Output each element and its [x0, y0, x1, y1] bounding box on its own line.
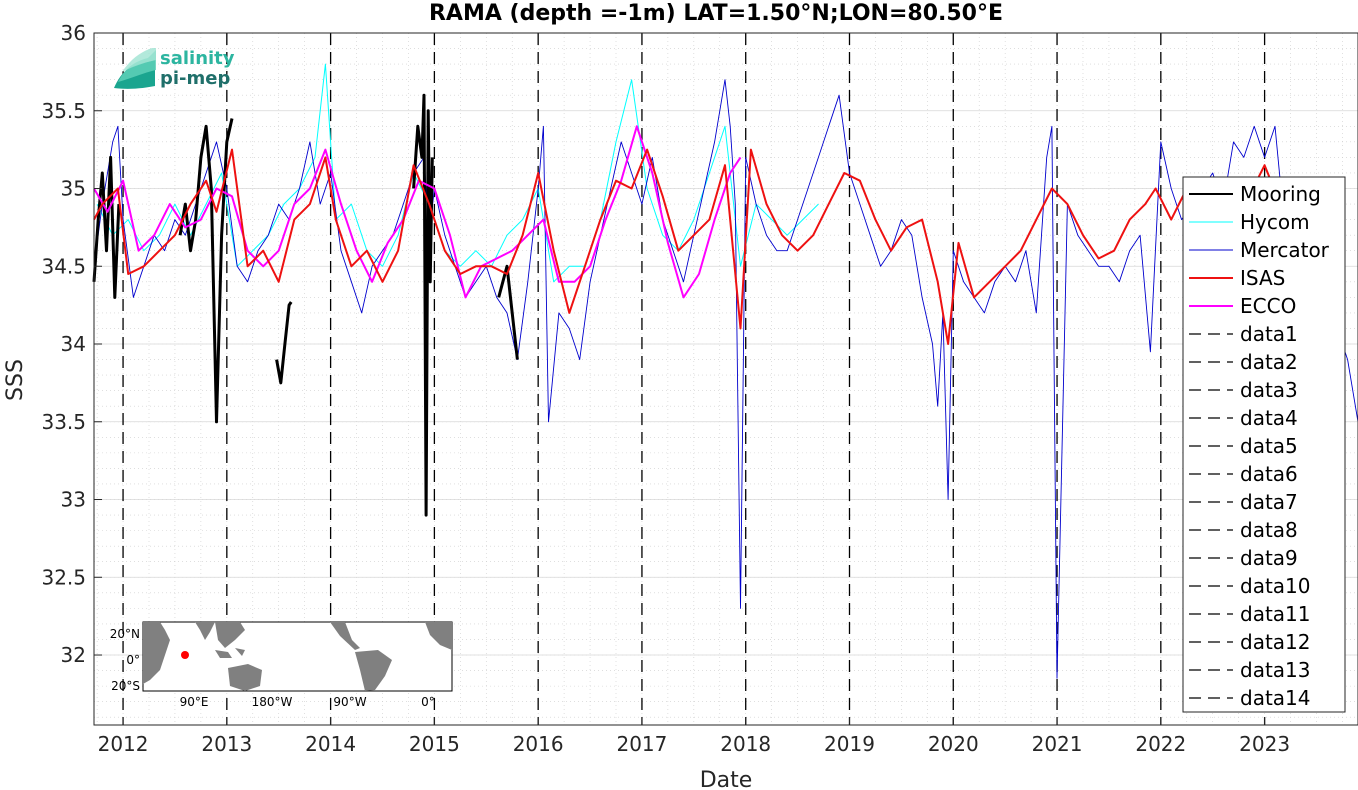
series-line-mooring	[275, 301, 293, 385]
x-axis-ticks: 2012 2013 2014 2015 2016 2017 2018 2019 2020 2021…	[98, 717, 1290, 756]
series-line-mercator	[93, 79, 1358, 679]
y-tick-label: 33.5	[41, 410, 86, 434]
y-tick-label: 34	[61, 332, 86, 356]
logo-text-salinity: salinity	[160, 48, 235, 69]
series-line-isas	[93, 148, 1282, 345]
legend: Mooring Hycom Mercator ISAS ECCO data1 data2 da…	[1182, 176, 1346, 713]
logo-text-pi-mep: pi-mep	[160, 68, 230, 89]
legend-label-data13: data13	[1240, 658, 1311, 682]
inset-location-marker	[181, 651, 189, 659]
inset-lon-label-90e: 90°E	[180, 695, 209, 709]
legend-label-data6: data6	[1240, 462, 1298, 486]
inset-lat-label-20s: 20°S	[111, 679, 140, 693]
plot-area	[92, 32, 1358, 726]
x-tick-label: 2022	[1135, 732, 1186, 756]
salinity-pi-mep-logo: salinity pi-mep	[114, 48, 235, 89]
x-tick-label: 2019	[824, 732, 875, 756]
inset-lon-label-90w: 90°W	[333, 695, 366, 709]
series-layer	[92, 63, 1358, 679]
grid-major	[94, 32, 1358, 656]
series-line-mooring	[412, 93, 434, 517]
inset-map-bg	[142, 621, 453, 692]
y-axis-ticks: 32 32.5 33 33.5 34 34.5 35 35.5 36	[41, 21, 102, 667]
series-line-mooring	[497, 264, 519, 360]
legend-label-data2: data2	[1240, 350, 1298, 374]
y-axis-label: SSS	[3, 359, 28, 401]
legend-label-data14: data14	[1240, 686, 1311, 710]
plot-frame	[93, 32, 1358, 726]
x-tick-label: 2023	[1239, 732, 1290, 756]
x-tick-label: 2015	[409, 732, 460, 756]
legend-label-data7: data7	[1240, 490, 1298, 514]
inset-lat-label-20n: 20°N	[110, 627, 140, 641]
series-line-mooring	[178, 118, 234, 424]
x-tick-label: 2016	[513, 732, 564, 756]
inset-lon-label-0: 0°	[421, 695, 435, 709]
y-tick-label: 35.5	[41, 99, 86, 123]
x-tick-label: 2013	[201, 732, 252, 756]
legend-box	[1182, 176, 1346, 713]
x-tick-label: 2020	[928, 732, 979, 756]
x-axis-label: Date	[700, 768, 753, 790]
y-tick-label: 32	[61, 643, 86, 667]
x-tick-label: 2018	[720, 732, 771, 756]
legend-label-data10: data10	[1240, 574, 1311, 598]
legend-label-data3: data3	[1240, 378, 1298, 402]
y-tick-label: 33	[61, 488, 86, 512]
legend-label-isas: ISAS	[1240, 266, 1285, 290]
y-tick-label: 35	[61, 177, 86, 201]
legend-label-mercator: Mercator	[1240, 238, 1330, 262]
legend-label-data5: data5	[1240, 434, 1298, 458]
inset-map-land	[143, 622, 452, 691]
x-tick-label: 2017	[616, 732, 667, 756]
y-tick-label: 34.5	[41, 254, 86, 278]
legend-label-mooring: Mooring	[1240, 182, 1321, 206]
legend-label-data4: data4	[1240, 406, 1298, 430]
x-tick-label: 2012	[98, 732, 149, 756]
y-tick-label: 32.5	[41, 565, 86, 589]
y-tick-label: 36	[61, 21, 86, 45]
legend-label-data8: data8	[1240, 518, 1298, 542]
legend-label-data9: data9	[1240, 546, 1298, 570]
inset-lat-label-0: 0°	[126, 653, 140, 667]
legend-label-ecco: ECCO	[1240, 294, 1296, 318]
x-tick-label: 2014	[305, 732, 356, 756]
legend-label-data11: data11	[1240, 602, 1311, 626]
x-tick-label: 2021	[1032, 732, 1083, 756]
legend-label-data12: data12	[1240, 630, 1311, 654]
legend-label-hycom: Hycom	[1240, 210, 1310, 234]
inset-lon-label-180w: 180°W	[252, 695, 293, 709]
inset-world-map: 20°N 0° 20°S 90°E 180°W 90°W 0°	[110, 621, 453, 709]
chart-title: RAMA (depth =-1m) LAT=1.50°N;LON=80.50°E	[429, 1, 1003, 26]
wave-logo-icon	[114, 48, 156, 89]
series-line-mooring	[92, 155, 121, 299]
legend-label-data1: data1	[1240, 322, 1298, 346]
